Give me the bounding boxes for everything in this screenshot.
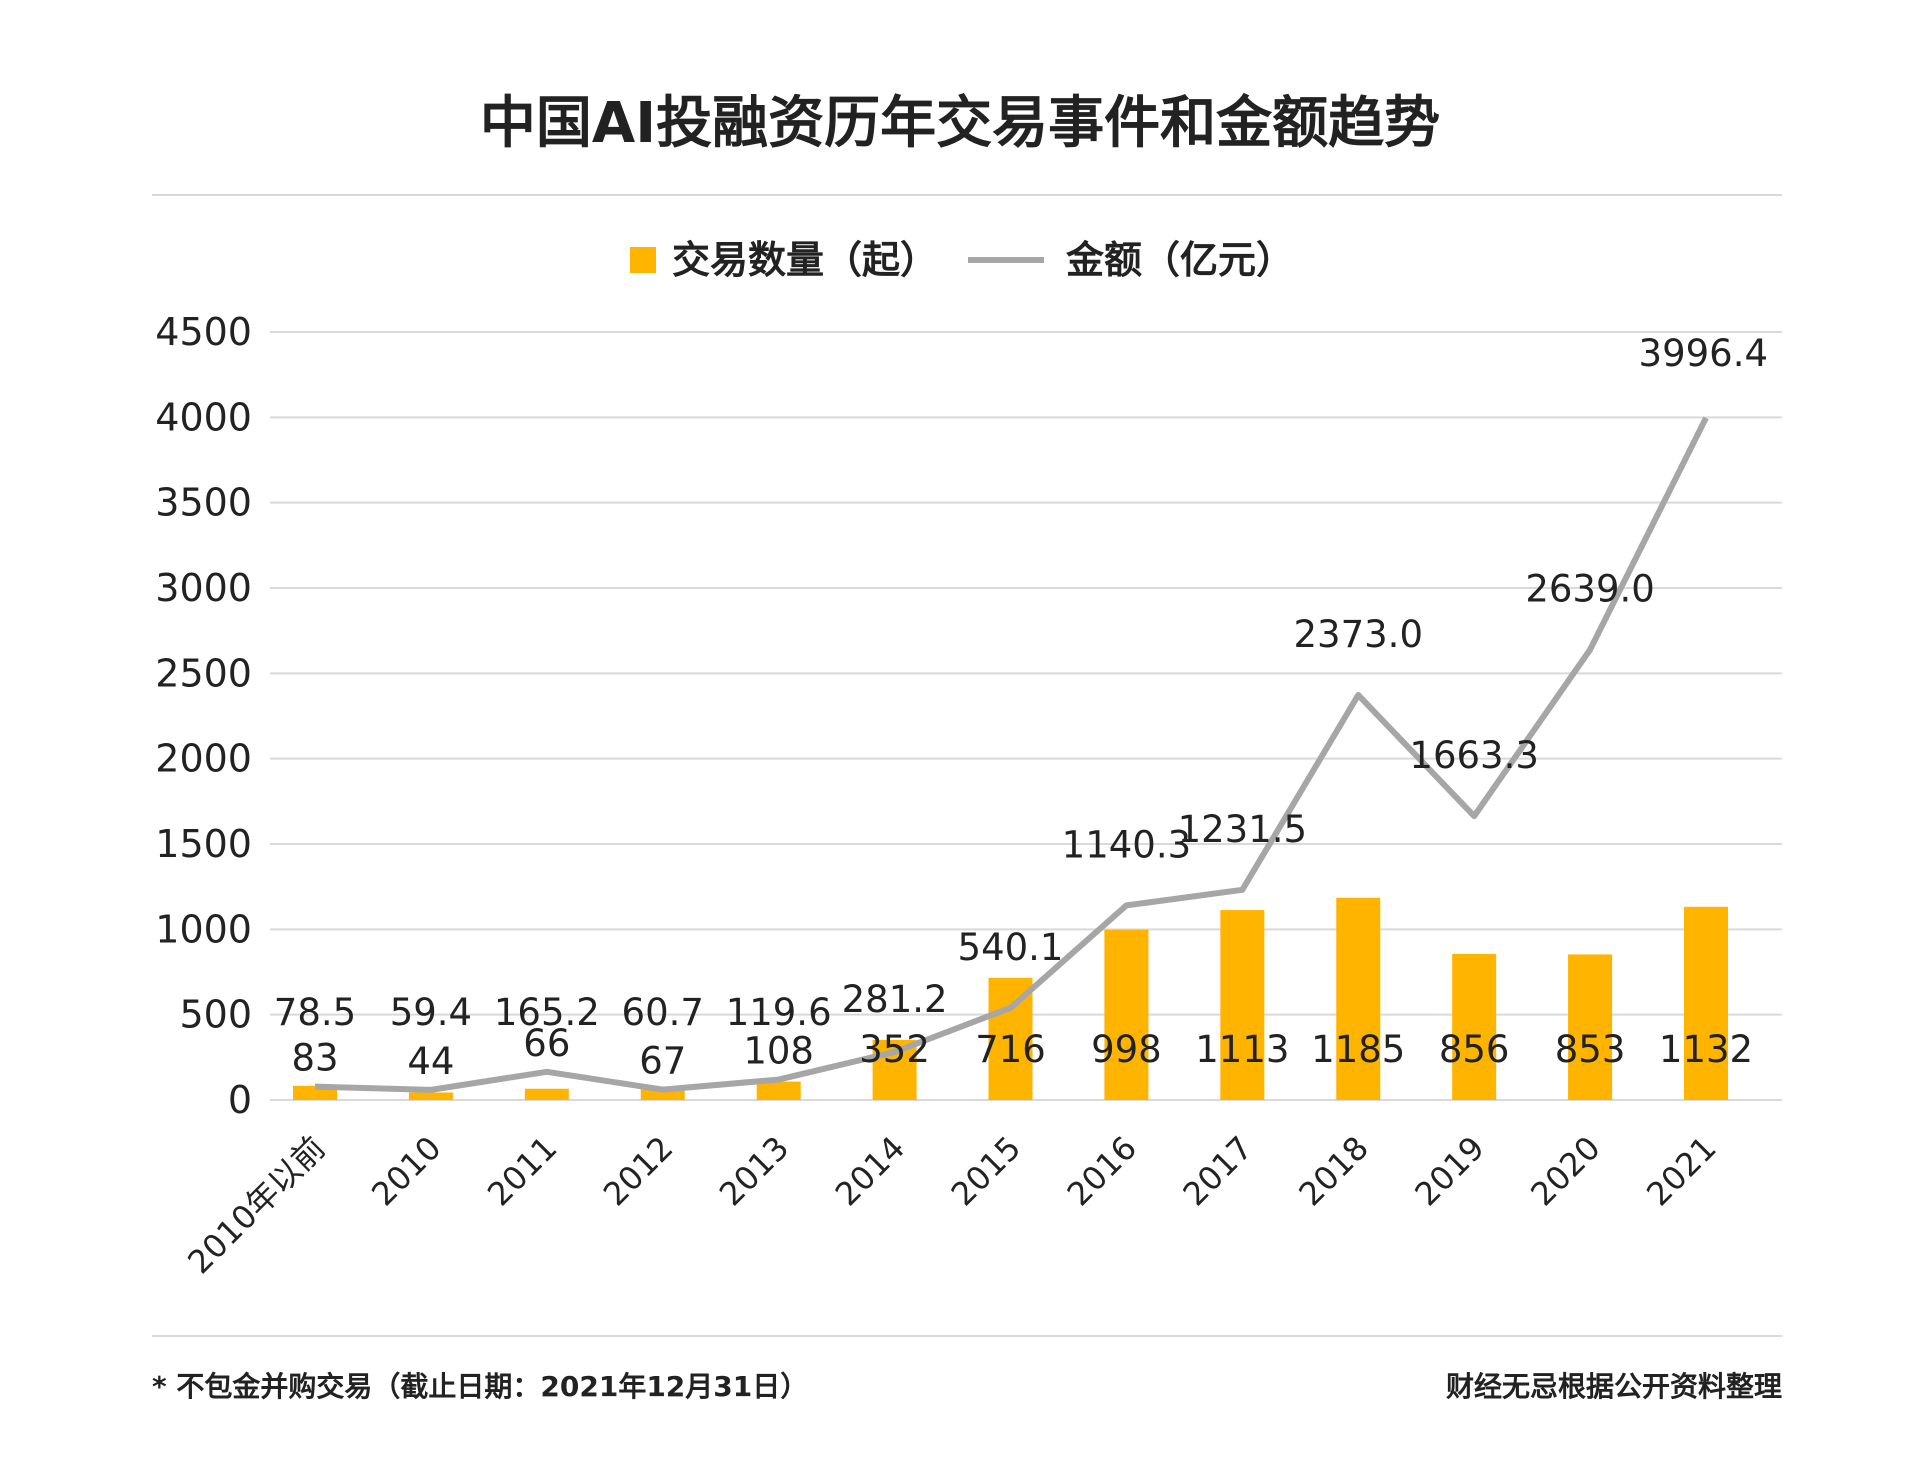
footnote-right: 财经无忌根据公开资料整理 [1446,1370,1782,1403]
y-tick-label: 2000 [155,737,252,781]
x-tick-label: 2011 [480,1129,564,1213]
bar-2013 [756,1081,801,1100]
bar-value-label: 716 [975,1028,1046,1071]
x-tick-label: 2021 [1639,1129,1723,1213]
x-tick-label: 2010 [364,1129,448,1213]
amount-value-label: 60.7 [622,991,704,1034]
amount-value-label: 1231.5 [1178,808,1307,851]
y-tick-label: 2500 [155,651,252,695]
bar-value-label: 67 [639,1040,686,1083]
data-labels: 83 44 66 67 108 352 716 998 1113 1185 856 853 1132 78… [274,332,1768,1083]
legend: 交易数量（起） 金额（亿元） [630,238,1294,282]
y-tick-label: 1000 [155,907,252,951]
bar-2017 [1220,910,1265,1100]
bars [293,897,1728,1100]
amount-value-label: 119.6 [726,991,832,1034]
bar-2020 [1568,954,1613,1100]
bar-2011 [524,1088,569,1100]
x-tick-label: 2013 [712,1129,796,1213]
x-tick-label: 2018 [1291,1129,1375,1213]
x-tick-label: 2017 [1176,1129,1260,1213]
footnote-left: * 不包金并购交易（截止日期：2021年12月31日） [152,1370,808,1403]
bar-value-label: 998 [1091,1028,1162,1071]
legend-bar-swatch [630,247,656,273]
bar-value-label: 44 [407,1040,454,1083]
bar-2019 [1452,953,1497,1100]
amount-value-label: 1140.3 [1062,823,1191,866]
x-tick-label: 2014 [828,1129,912,1213]
bar-2018 [1336,897,1381,1100]
y-tick-label: 1500 [155,822,252,866]
y-tick-label: 500 [179,993,252,1037]
amount-line [314,416,1709,1093]
bar-value-label: 352 [859,1028,930,1071]
bar-2012 [640,1088,685,1100]
legend-line-label: 金额（亿元） [1065,238,1294,282]
x-tick-label: 2020 [1523,1129,1607,1213]
x-tick-label: 2010年以前 [180,1129,332,1281]
bar-value-label: 1113 [1195,1028,1289,1071]
amount-value-label: 1663.3 [1409,734,1538,777]
bar-value-label: 83 [291,1037,338,1080]
amount-value-label: 2639.0 [1525,568,1654,611]
bar-value-label: 853 [1555,1028,1626,1071]
amount-series-line [314,416,1709,1093]
amount-value-label: 3996.4 [1639,332,1768,375]
bar-2016 [1104,929,1149,1100]
y-tick-label: 0 [228,1078,252,1122]
bar-2010 [408,1092,453,1100]
amount-value-label: 281.2 [842,978,948,1021]
amount-value-label: 78.5 [274,991,356,1034]
amount-value-label: 59.4 [390,991,472,1034]
gridlines [270,331,1782,1101]
bar-value-label: 1132 [1659,1028,1753,1071]
x-axis: 2010年以前 2010 2011 2012 2013 2014 2015 2016 2017 2… [180,1129,1723,1281]
y-tick-label: 3500 [155,481,252,525]
legend-bar-label: 交易数量（起） [672,238,938,282]
x-tick-label: 2012 [596,1129,680,1213]
amount-value-label: 540.1 [958,926,1064,969]
bar-value-label: 856 [1439,1028,1510,1071]
bar-value-label: 1185 [1311,1028,1405,1071]
bar-value-label: 66 [523,1022,570,1065]
chart-title: 中国AI投融资历年交易事件和金额趋势 [480,91,1440,156]
y-tick-label: 3000 [155,566,252,610]
amount-value-label: 2373.0 [1294,613,1423,656]
x-tick-label: 2019 [1407,1129,1491,1213]
x-tick-label: 2016 [1060,1129,1144,1213]
y-tick-label: 4500 [155,310,252,354]
amount-value-label: 165.2 [494,991,600,1034]
bar-2021 [1684,906,1728,1100]
y-axis: 0 500 1000 1500 2000 2500 3000 3500 4000 4500 [155,310,252,1122]
y-tick-label: 4000 [155,395,252,439]
bar-value-label: 108 [743,1030,814,1073]
x-tick-label: 2015 [944,1129,1028,1213]
